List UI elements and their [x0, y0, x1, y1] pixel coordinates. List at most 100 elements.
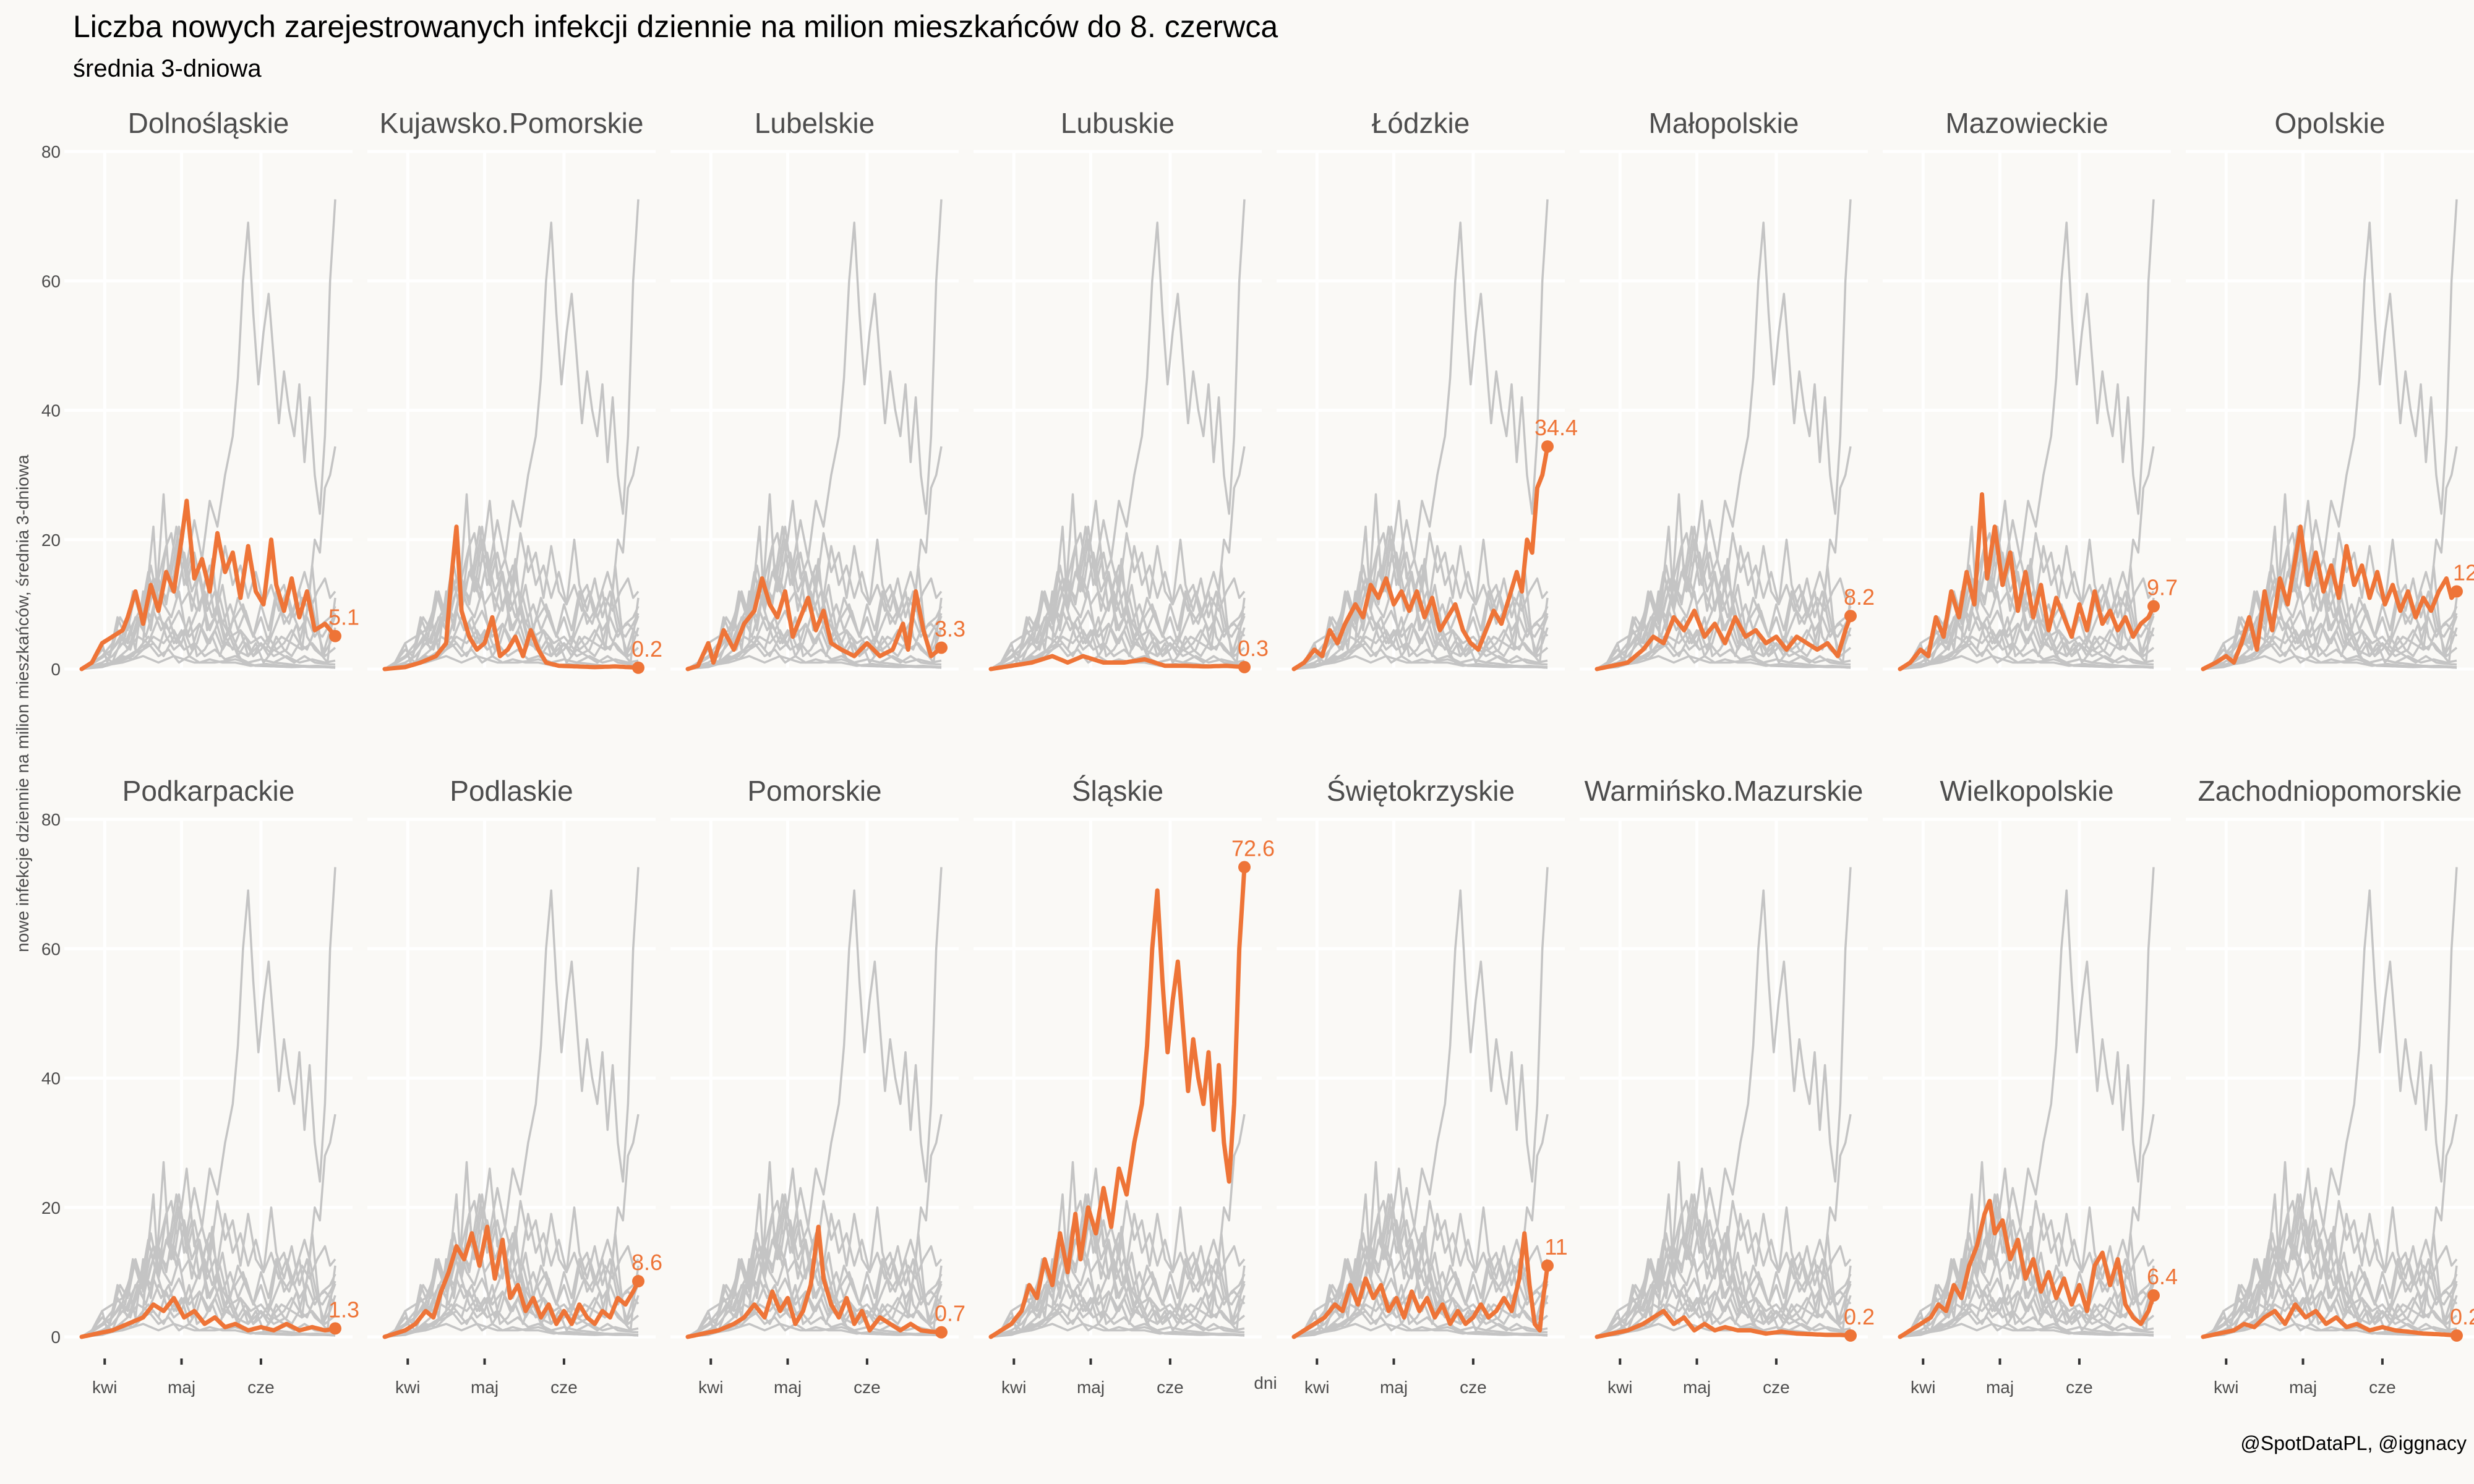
end-value-label: 1.3 [328, 1297, 359, 1322]
end-value-label: 12 [2453, 560, 2474, 585]
panel-title: Małopolskie [1649, 107, 1799, 139]
end-value-label: 0.2 [2450, 1304, 2474, 1329]
background-line-11 [687, 867, 943, 1338]
x-tick-label-1: maj [2289, 1378, 2317, 1397]
end-value-label: 0.2 [1844, 1304, 1875, 1329]
background-line-4 [1596, 1114, 1852, 1338]
x-tick-label-2: cze [2369, 1378, 2396, 1397]
end-point [1844, 610, 1857, 623]
end-point [329, 1322, 341, 1335]
background-line-14 [990, 1200, 1246, 1338]
background-line-13 [1293, 1310, 1548, 1338]
panel-9: Podlaskie kwi maj cze 8.6 [367, 775, 662, 1397]
background-line-13 [1899, 1310, 2154, 1338]
background-line-9 [81, 1226, 336, 1338]
background-line-14 [81, 532, 336, 670]
y-tick-label-1: 20 [41, 1198, 61, 1217]
panel-3: Lubuskie 0.3 [974, 107, 1269, 673]
panel-title: Świętokrzyskie [1327, 775, 1515, 807]
background-line-14 [2202, 1200, 2458, 1338]
background-line-9 [1899, 1226, 2155, 1338]
panel-title: Warmińsko.Mazurskie [1585, 775, 1864, 807]
chart-caption: @SpotDataPL, @iggnacy [2240, 1432, 2467, 1454]
end-point [1541, 1259, 1554, 1272]
x-tick-label-1: maj [1077, 1378, 1105, 1397]
background-line-14 [687, 1200, 943, 1338]
panel-6: Mazowieckie 9.7 [1883, 107, 2178, 672]
background-line-12 [81, 1232, 336, 1338]
end-value-label: 8.2 [1844, 584, 1875, 610]
x-tick-label-2: cze [1763, 1378, 1790, 1397]
panel-8: Podkarpackie 0 20 40 60 80 kwi maj cze 1.3 [41, 775, 359, 1397]
background-line-11 [384, 199, 640, 670]
x-tick-label-0: kwi [395, 1378, 420, 1397]
panel-4: Łódzkie 34.4 [1277, 107, 1578, 672]
chart-subtitle: średnia 3-dniowa [73, 55, 262, 82]
end-point [1238, 660, 1251, 673]
background-line-13 [1596, 642, 1851, 670]
x-tick-label-2: cze [854, 1378, 881, 1397]
background-line-12 [2202, 1232, 2458, 1338]
end-point [632, 1275, 644, 1288]
highlight-line [79, 1295, 338, 1339]
background-line-11 [2202, 867, 2458, 1338]
highlight-line [382, 1224, 641, 1339]
y-tick-label-4: 80 [41, 810, 61, 829]
x-tick-label-0: kwi [698, 1378, 723, 1397]
background-line-11 [1293, 867, 1549, 1338]
panel-12: Świętokrzyskie kwi maj cze 11 [1277, 775, 1568, 1397]
panel-title: Zachodniopomorskie [2198, 775, 2462, 807]
y-tick-label-2: 40 [41, 1069, 61, 1088]
panel-title: Kujawsko.Pomorskie [380, 107, 644, 139]
background-line-14 [1596, 532, 1852, 670]
background-line-14 [384, 1200, 640, 1338]
x-tick-label-2: cze [1460, 1378, 1487, 1397]
panel-15: Zachodniopomorskie kwi maj cze 0.2 [2186, 775, 2474, 1397]
end-value-label: 5.1 [328, 605, 359, 630]
background-line-4 [2202, 1114, 2458, 1338]
background-line-4 [384, 446, 640, 670]
panel-title: Dolnośląskie [128, 107, 289, 139]
background-line-9 [990, 558, 1246, 670]
highlight-line [1291, 1231, 1550, 1339]
panel-title: Mazowieckie [1945, 107, 2108, 139]
background-line-12 [990, 1232, 1246, 1338]
x-tick-label-0: kwi [1304, 1378, 1329, 1397]
end-value-label: 72.6 [1231, 835, 1275, 861]
end-point [632, 661, 644, 674]
background-line-15 [1899, 1303, 2154, 1338]
background-line-9 [81, 558, 336, 670]
background-line-11 [990, 199, 1246, 670]
y-tick-label-4: 80 [41, 142, 61, 161]
background-line-4 [2202, 446, 2458, 670]
background-line-12 [687, 1232, 943, 1338]
highlight-line [1291, 444, 1550, 672]
panel-title: Podlaskie [450, 775, 573, 807]
background-line-9 [2202, 558, 2458, 670]
background-line-9 [384, 558, 640, 670]
end-value-label: 34.4 [1534, 415, 1578, 440]
end-value-label: 6.4 [2147, 1264, 2178, 1289]
background-line-9 [1596, 558, 1852, 670]
x-tick-label-0: kwi [1911, 1378, 1935, 1397]
background-line-14 [81, 1200, 336, 1338]
background-line-15 [687, 635, 942, 670]
end-value-label: 3.3 [935, 616, 965, 641]
background-line-11 [1899, 199, 2155, 670]
end-value-label: 0.7 [935, 1301, 965, 1326]
background-line-13 [384, 1310, 639, 1338]
end-point [1844, 1329, 1857, 1342]
end-point [1238, 861, 1251, 874]
highlight-line [2201, 1302, 2459, 1339]
end-point [2450, 1329, 2463, 1342]
end-value-label: 9.7 [2147, 575, 2178, 600]
panel-1: Kujawsko.Pomorskie 0.2 [367, 107, 662, 674]
panel-14: Wielkopolskie kwi maj cze 6.4 [1883, 775, 2178, 1397]
panel-10: Pomorskie kwi maj cze 0.7 [670, 775, 965, 1397]
highlight-line [2201, 524, 2459, 672]
x-tick-label-1: maj [774, 1378, 802, 1397]
background-line-4 [990, 446, 1246, 670]
background-line-11 [1596, 867, 1852, 1338]
background-line-15 [384, 635, 639, 670]
end-point [1541, 440, 1554, 453]
